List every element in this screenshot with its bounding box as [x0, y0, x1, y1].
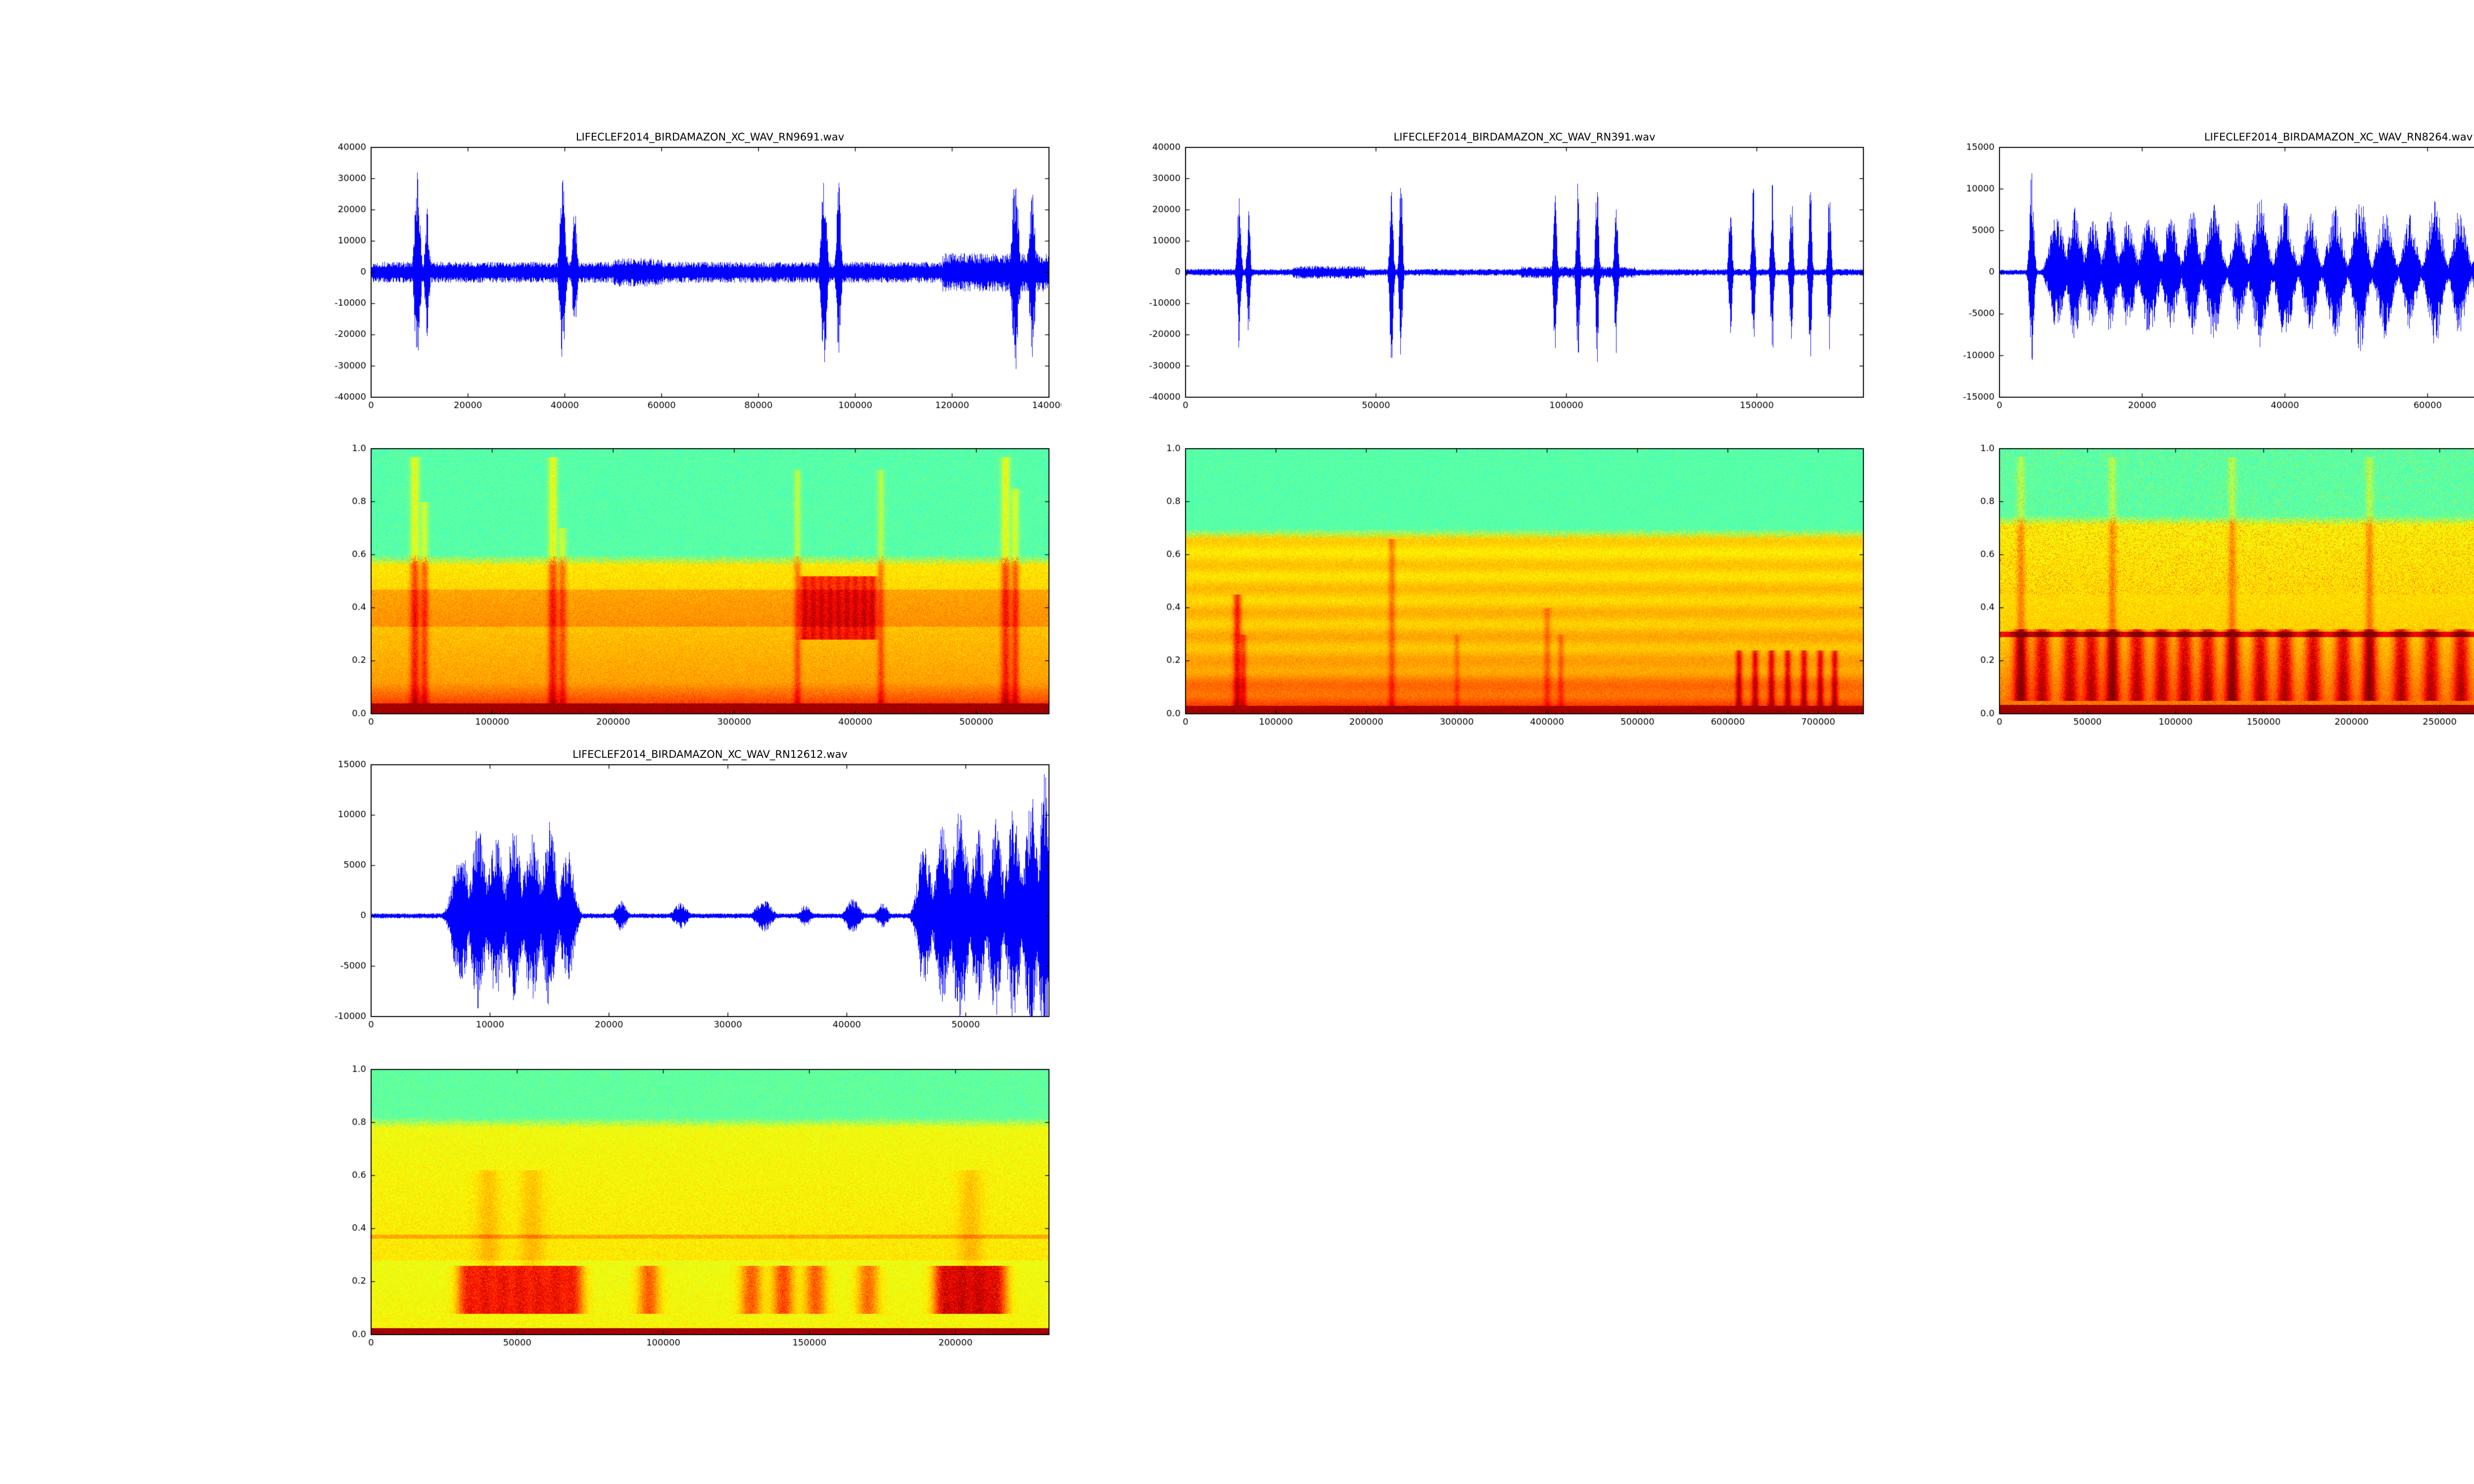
spectrogram-plot-rn8264 — [1935, 426, 2474, 741]
panel-spectrogram-rn9691 — [307, 426, 1061, 741]
panel-waveform-rn12612: LIFECLEF2014_BIRDAMAZON_XC_WAV_RN12612.w… — [307, 742, 1061, 1044]
spectrogram-plot-rn9691 — [307, 426, 1061, 741]
spectrogram-plot-rn12612 — [307, 1047, 1061, 1362]
panel-spectrogram-rn391 — [1121, 426, 1876, 741]
waveform-plot-rn391 — [1121, 125, 1876, 424]
waveform-plot-rn8264 — [1935, 125, 2474, 424]
panel-spectrogram-rn8264 — [1935, 426, 2474, 741]
panel-waveform-rn8264: LIFECLEF2014_BIRDAMAZON_XC_WAV_RN8264.wa… — [1935, 125, 2474, 424]
panel-waveform-rn391: LIFECLEF2014_BIRDAMAZON_XC_WAV_RN391.wav — [1121, 125, 1876, 424]
spectrogram-plot-rn391 — [1121, 426, 1876, 741]
waveform-plot-rn12612 — [307, 742, 1061, 1044]
panel-waveform-rn9691: LIFECLEF2014_BIRDAMAZON_XC_WAV_RN9691.wa… — [307, 125, 1061, 424]
waveform-plot-rn9691 — [307, 125, 1061, 424]
panel-spectrogram-rn12612 — [307, 1047, 1061, 1362]
